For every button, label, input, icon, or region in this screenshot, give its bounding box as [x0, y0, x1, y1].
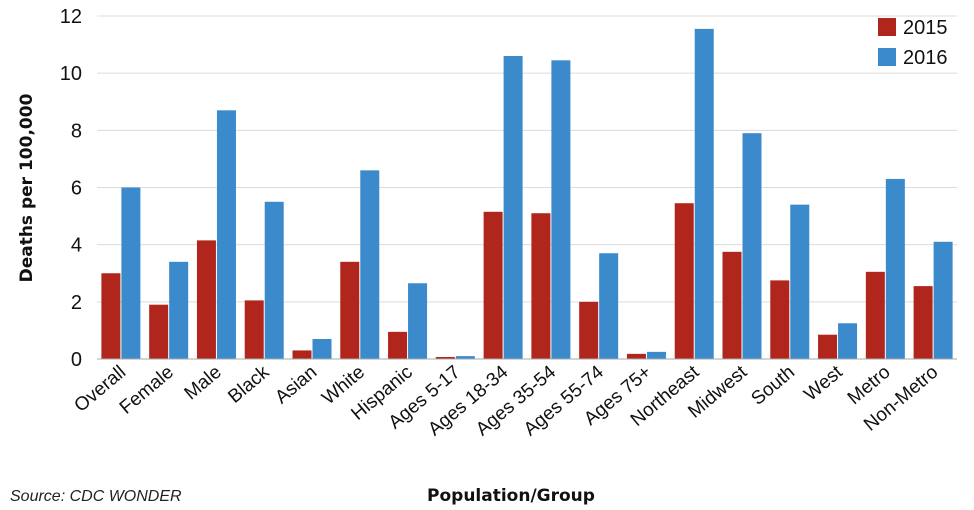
- bar-2015-northeast: [674, 203, 694, 359]
- bar-2016-ages-35-54: [551, 60, 571, 359]
- bar-2015-south: [770, 280, 790, 359]
- bar-2016-female: [169, 261, 189, 359]
- bar-2016-hispanic: [408, 283, 428, 359]
- bar-2015-ages-5-17: [435, 356, 455, 359]
- bar-2016-ages-5-17: [455, 356, 475, 359]
- bar-2016-asian: [312, 338, 332, 359]
- legend-label-2015: 2015: [903, 17, 948, 39]
- category-label: South: [747, 362, 799, 410]
- grid-lines: [97, 15, 957, 303]
- y-tick-label: 8: [71, 120, 82, 142]
- bar-2015-black: [244, 300, 264, 359]
- bar-2015-ages-75-: [626, 353, 646, 359]
- legend: 2015 2016: [878, 17, 948, 69]
- bar-2016-northeast: [694, 28, 714, 360]
- category-label: Male: [181, 362, 226, 405]
- bar-2015-hispanic: [388, 331, 408, 359]
- bar-2015-overall: [101, 273, 121, 359]
- bar-2015-ages-35-54: [531, 213, 551, 359]
- bar-2016-west: [838, 323, 858, 359]
- category-label: Female: [116, 362, 178, 419]
- x-axis-title: Population/Group: [427, 486, 595, 506]
- category-label: West: [800, 361, 847, 405]
- y-tick-label: 6: [71, 178, 82, 200]
- bar-2016-white: [360, 170, 380, 359]
- y-tick-label: 2: [71, 292, 82, 314]
- source-note: Source: CDC WONDER: [10, 488, 182, 505]
- bar-2015-male: [196, 240, 216, 359]
- bar-2016-male: [216, 110, 236, 359]
- y-tick-label: 10: [60, 63, 82, 85]
- bar-2015-west: [818, 334, 838, 359]
- y-tick-label: 12: [60, 6, 82, 28]
- bar-2015-midwest: [722, 251, 742, 359]
- bar-2015-asian: [292, 350, 312, 359]
- bar-2015-white: [340, 261, 360, 359]
- legend-label-2016: 2016: [903, 47, 948, 69]
- bar-2015-non-metro: [913, 286, 933, 359]
- bar-2016-non-metro: [933, 241, 953, 359]
- y-tick-label: 4: [71, 235, 82, 257]
- legend-swatch-2015: [878, 18, 896, 36]
- y-tick-label: 0: [71, 349, 82, 371]
- bar-2016-ages-75-: [646, 351, 666, 359]
- bar-2016-ages-55-74: [599, 253, 619, 359]
- bar-2015-female: [149, 304, 169, 359]
- category-label: Asian: [271, 362, 321, 409]
- bar-2015-ages-55-74: [579, 301, 599, 359]
- bar-2016-metro: [885, 178, 905, 359]
- legend-swatch-2016: [878, 48, 896, 66]
- bar-2015-ages-18-34: [483, 211, 503, 359]
- y-axis-title: Deaths per 100,000: [17, 93, 37, 282]
- bar-2016-ages-18-34: [503, 56, 523, 360]
- y-tick-labels: 0 2 4 6 8 10 12: [60, 6, 82, 371]
- bars: [101, 28, 953, 360]
- bar-2016-black: [264, 201, 284, 359]
- bar-2015-metro: [865, 271, 885, 359]
- bar-2016-south: [790, 204, 810, 359]
- category-label: Black: [224, 361, 273, 407]
- bar-2016-midwest: [742, 133, 762, 359]
- bar-2016-overall: [121, 187, 141, 359]
